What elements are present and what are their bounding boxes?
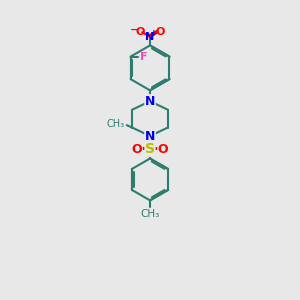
Text: O: O (131, 143, 142, 156)
Text: +: + (150, 29, 158, 38)
Text: O: O (158, 143, 169, 156)
Text: N: N (146, 32, 154, 42)
Text: −: − (130, 24, 140, 34)
Text: N: N (145, 130, 155, 142)
Text: N: N (145, 95, 155, 108)
Text: F: F (140, 52, 147, 61)
Text: O: O (155, 27, 165, 37)
Text: S: S (145, 142, 155, 156)
Text: CH₃: CH₃ (140, 209, 160, 219)
Text: CH₃: CH₃ (106, 119, 124, 129)
Text: O: O (135, 27, 145, 37)
